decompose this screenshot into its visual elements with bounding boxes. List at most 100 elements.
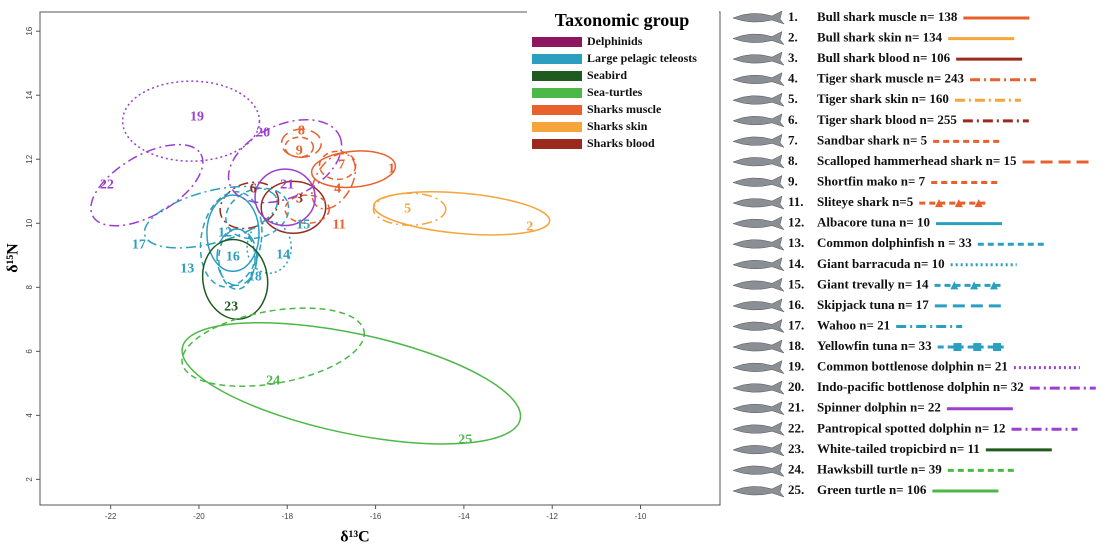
ellipse-label: 3 <box>296 191 303 206</box>
species-name: Hawksbill turtle n= 39 <box>817 461 942 476</box>
niche-ellipse <box>280 128 323 159</box>
species-icon-shape <box>732 10 785 25</box>
species-number: 8. <box>788 153 798 168</box>
species-name: Skipjack tuna n= 17 <box>817 297 929 312</box>
species-name: Tiger shark skin n= 160 <box>817 91 949 106</box>
species-number: 9. <box>788 174 798 189</box>
niche-ellipse <box>260 180 327 234</box>
niche-ellipse <box>206 194 260 273</box>
legend-marker <box>989 281 998 290</box>
species-number: 11. <box>788 194 804 209</box>
species-icon <box>732 195 785 210</box>
legend-swatch <box>532 54 582 64</box>
species-icon-shape <box>732 195 785 210</box>
species-name: Yellowfin tuna n= 33 <box>817 338 932 353</box>
species-icon-shape <box>732 175 785 190</box>
x-tick-label: -18 <box>281 512 293 521</box>
legend-label: Sharks blood <box>587 136 655 150</box>
ellipse-label: 1 <box>388 161 395 176</box>
species-name: Pantropical spotted dolphin n= 12 <box>817 420 1006 435</box>
species-icon-shape <box>732 421 785 436</box>
y-tick-label: 10 <box>25 218 34 227</box>
species-icon-shape <box>732 319 785 333</box>
ellipse-label: 11 <box>333 217 346 232</box>
niche-ellipse <box>284 136 315 158</box>
ellipse-label: 12 <box>218 225 232 240</box>
species-icon-shape <box>732 133 785 148</box>
species-icon-shape <box>732 51 785 66</box>
niche-ellipse <box>199 190 263 288</box>
niche-ellipse <box>311 153 357 210</box>
species-number: 24. <box>788 461 804 476</box>
niche-ellipse <box>246 220 292 274</box>
legend-marker <box>954 199 963 208</box>
species-icon-shape <box>732 154 785 169</box>
species-number: 2. <box>788 30 798 45</box>
species-icon <box>732 133 785 148</box>
species-name: Wahoo n= 21 <box>817 317 890 332</box>
species-name: Tiger shark muscle n= 243 <box>817 71 965 86</box>
species-number: 7. <box>788 132 798 147</box>
species-icon <box>732 462 785 477</box>
niche-ellipse <box>201 238 269 320</box>
species-number: 1. <box>788 9 798 24</box>
legend-marker <box>974 199 983 208</box>
species-icon <box>732 10 785 25</box>
species-icon-shape <box>732 216 785 231</box>
legend-marker <box>993 343 1002 352</box>
ellipse-label: 15 <box>296 218 310 233</box>
niche-ellipse <box>90 143 204 227</box>
species-icon <box>732 298 785 313</box>
legend-marker <box>950 281 959 290</box>
niche-ellipse <box>121 80 261 162</box>
legend-label: Seabird <box>587 68 627 82</box>
species-number: 15. <box>788 276 804 291</box>
legend-label: Sharks skin <box>587 119 648 133</box>
ellipse-label: 9 <box>296 143 303 158</box>
species-icon <box>732 51 785 66</box>
x-axis-label: δ¹³C <box>340 529 369 546</box>
species-icon <box>732 483 785 498</box>
species-icon <box>732 319 785 333</box>
species-number: 18. <box>788 338 804 353</box>
species-name: Indo-pacific bottlenose dolphin n= 32 <box>817 379 1024 394</box>
legend-swatch <box>532 105 582 115</box>
legend-swatch <box>532 88 582 98</box>
species-number: 3. <box>788 50 798 65</box>
species-icon-shape <box>732 380 785 395</box>
species-name: Spinner dolphin n= 22 <box>817 400 941 415</box>
y-tick-label: 16 <box>25 26 34 35</box>
legend-label: Delphinids <box>587 34 643 48</box>
species-name: White-tailed tropicbird n= 11 <box>817 441 980 456</box>
species-icon <box>732 113 785 128</box>
species-number: 5. <box>788 91 798 106</box>
ellipse-label: 8 <box>298 123 305 138</box>
legend-label: Sharks muscle <box>587 102 662 116</box>
legend-marker <box>935 199 944 208</box>
niche-ellipse <box>372 192 447 226</box>
ellipse-label: 2 <box>526 220 533 235</box>
legend-label: Large pelagic teleosts <box>587 51 697 65</box>
legend-label: Sea-turtles <box>587 85 643 99</box>
niche-ellipse <box>225 187 290 240</box>
species-icon <box>732 401 785 416</box>
species-icon-shape <box>732 298 785 313</box>
species-icon-shape <box>732 72 785 87</box>
legend-marker <box>953 343 962 352</box>
species-icon <box>732 92 785 107</box>
species-name: Bull shark skin n= 134 <box>817 30 943 45</box>
x-tick-label: -14 <box>458 512 470 521</box>
ellipse-label: 25 <box>458 433 472 448</box>
species-icon <box>732 442 785 457</box>
species-icon-shape <box>732 442 785 457</box>
species-icon-shape <box>732 483 785 498</box>
species-number: 4. <box>788 71 798 86</box>
species-number: 22. <box>788 420 804 435</box>
species-icon-shape <box>732 236 785 251</box>
species-number: 21. <box>788 400 804 415</box>
y-tick-label: 2 <box>25 477 34 482</box>
x-tick-label: -22 <box>105 512 117 521</box>
species-icon <box>732 380 785 395</box>
niche-ellipse <box>181 307 365 387</box>
species-name: Scalloped hammerhead shark n= 15 <box>817 153 1017 168</box>
